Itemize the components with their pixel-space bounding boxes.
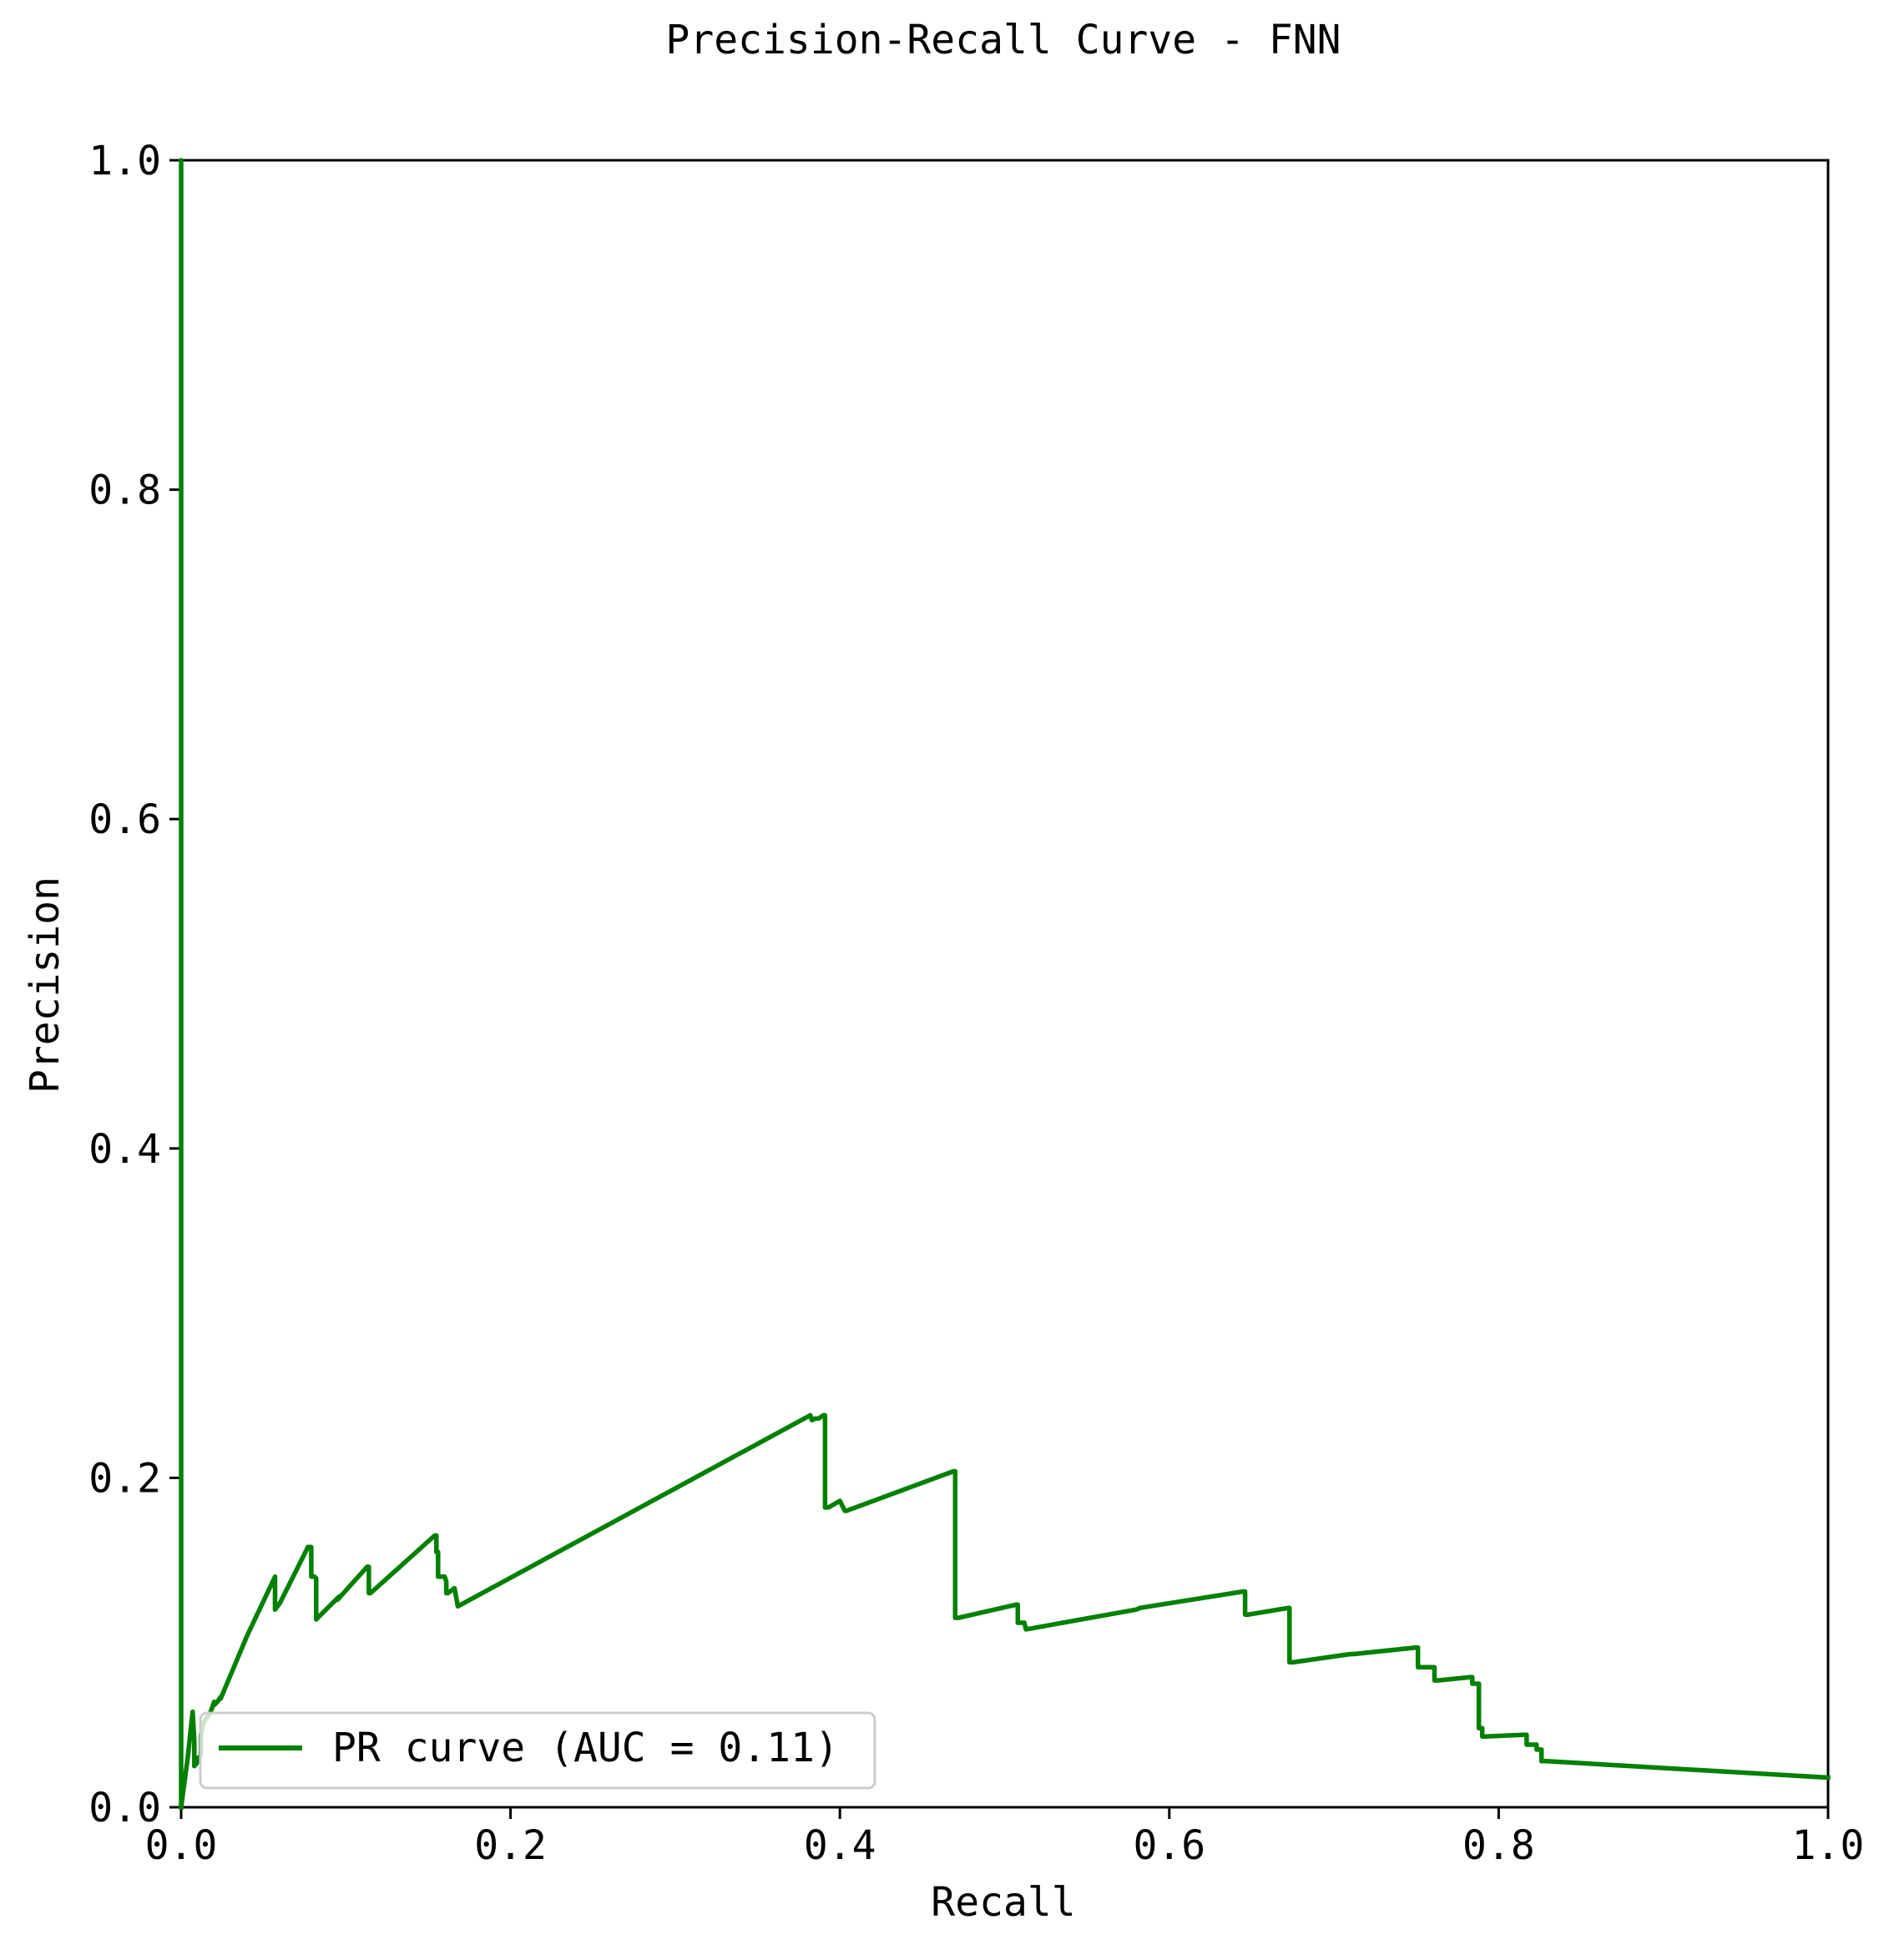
- y-tick-label: 1.0: [88, 138, 161, 184]
- x-tick-label: 0.4: [804, 1822, 876, 1869]
- legend: PR curve (AUC = 0.11): [199, 1711, 876, 1790]
- x-tick-label: 1.0: [1792, 1822, 1865, 1869]
- x-tick-label: 0.6: [1133, 1822, 1205, 1869]
- y-tick-label: 0.6: [88, 796, 161, 843]
- series-line-0: [179, 158, 1831, 1810]
- x-axis-ticks: 0.0 0.2 0.4 0.6 0.8 1.0: [145, 1807, 1865, 1869]
- y-tick-label: 0.2: [88, 1455, 161, 1502]
- y-tick-label: 0.0: [88, 1785, 161, 1831]
- x-tick-label: 0.2: [474, 1822, 547, 1869]
- x-tick-label: 0.0: [145, 1822, 218, 1869]
- x-tick-label: 0.8: [1462, 1822, 1535, 1869]
- series-layer: [179, 158, 1831, 1810]
- y-axis-ticks: 0.0 0.2 0.4 0.6 0.8 1.0: [88, 138, 181, 1831]
- y-axis-label: Precision: [22, 876, 68, 1094]
- y-tick-label: 0.8: [88, 467, 161, 514]
- y-tick-label: 0.4: [88, 1126, 161, 1173]
- legend-label: PR curve (AUC = 0.11): [332, 1725, 839, 1771]
- x-axis-label: Recall: [931, 1879, 1075, 1926]
- chart-title: Precision-Recall Curve - FNN: [665, 17, 1341, 63]
- legend-box: [199, 1711, 876, 1790]
